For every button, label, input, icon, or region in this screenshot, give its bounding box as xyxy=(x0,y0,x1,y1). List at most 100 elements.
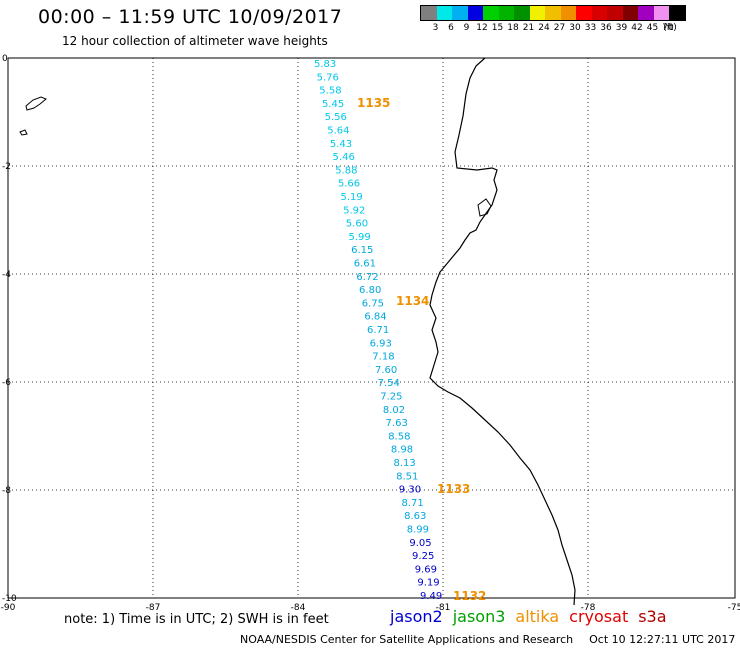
legend-swatch xyxy=(529,6,545,20)
map-frame xyxy=(7,57,736,599)
y-tick-label: -8 xyxy=(2,486,11,496)
y-tick-label: 0 xyxy=(2,54,8,64)
legend-swatch xyxy=(653,6,669,20)
legend-swatch xyxy=(591,6,607,20)
track-value: 8.58 xyxy=(388,431,410,442)
satellite-cryosat: cryosat xyxy=(569,607,629,626)
pass-time-label: 1132 xyxy=(453,589,486,603)
track-value: 8.13 xyxy=(394,458,416,469)
legend-label: 6 xyxy=(448,23,454,33)
legend-label: 21 xyxy=(522,23,535,33)
track-value: 7.25 xyxy=(380,392,402,403)
track-value: 5.99 xyxy=(348,232,370,243)
track-value: 6.75 xyxy=(362,298,384,309)
galapagos-island-large xyxy=(25,96,47,111)
track-value: 9.49 xyxy=(420,591,442,602)
legend-labels: 3 6 9 12 15 18 21 24 27 30 33 36 39 42 45 70 (ft) xyxy=(420,21,686,35)
legend-label: 3 xyxy=(432,23,439,33)
coastline xyxy=(19,57,576,606)
track-value: 7.60 xyxy=(375,365,397,376)
track-value: 5.66 xyxy=(338,179,360,190)
legend-swatch xyxy=(607,6,623,20)
track-value: 8.98 xyxy=(391,445,413,456)
track-value: 5.83 xyxy=(314,59,336,70)
pass-time-labels: 1135 1134 1133 1132 xyxy=(357,96,486,603)
track-value: 5.76 xyxy=(317,72,339,83)
legend-swatch xyxy=(421,6,437,20)
legend-label: 42 xyxy=(631,23,643,33)
chart-subtitle: 12 hour collection of altimeter wave hei… xyxy=(62,34,328,48)
legend-swatch xyxy=(638,6,654,20)
x-tick-label: -81 xyxy=(436,603,451,613)
legend-label: 30 xyxy=(569,23,581,33)
legend-label: 18 xyxy=(507,23,519,33)
gulf-island xyxy=(477,198,492,217)
track-value: 7.18 xyxy=(372,352,394,363)
track-value: 8.51 xyxy=(396,471,418,482)
legend-swatch xyxy=(467,6,483,20)
pass-time-label: 1135 xyxy=(357,96,390,110)
track-value: 9.30 xyxy=(399,485,421,496)
legend-swatches xyxy=(420,5,686,21)
legend-label: (ft) xyxy=(663,23,677,33)
track-value: 8.02 xyxy=(383,405,405,416)
track-value: 5.92 xyxy=(343,205,365,216)
galapagos-island-small xyxy=(19,129,28,136)
track-value: 5.43 xyxy=(330,139,352,150)
track-value: 5.58 xyxy=(319,86,341,97)
track-value: 5.19 xyxy=(341,192,363,203)
map-grid xyxy=(7,57,736,599)
credit-text: NOAA/NESDIS Center for Satellite Applica… xyxy=(240,633,574,646)
track-value: 6.93 xyxy=(370,338,392,349)
legend-swatch xyxy=(560,6,576,20)
pass-time-label: 1133 xyxy=(437,482,470,496)
track-value: 5.60 xyxy=(346,219,368,230)
x-tick-label: -75 xyxy=(728,603,740,613)
legend-label: 15 xyxy=(491,23,504,33)
y-tick-label: -10 xyxy=(2,594,17,604)
track-value: 6.61 xyxy=(354,259,376,270)
track-value: 9.19 xyxy=(417,578,439,589)
x-tick-label: -87 xyxy=(146,603,161,613)
units-note: note: 1) Time is in UTC; 2) SWH is in fe… xyxy=(64,612,329,627)
track-value: 5.56 xyxy=(325,112,347,123)
legend-swatch xyxy=(514,6,530,20)
y-tick-label: -2 xyxy=(2,162,11,172)
generated-timestamp: Oct 10 12:27:11 UTC 2017 xyxy=(589,633,736,646)
satellite-jason2: jason2 xyxy=(390,607,443,626)
chart-title: 00:00 – 11:59 UTC 10/09/2017 xyxy=(38,6,343,28)
y-tick-label: -6 xyxy=(2,378,11,388)
legend-label: 45 xyxy=(646,23,659,33)
x-tick-label: -78 xyxy=(581,603,596,613)
satellite-altika: altika xyxy=(515,607,560,626)
track-value: 9.69 xyxy=(415,564,437,575)
legend-label: 9 xyxy=(463,23,470,33)
legend-label: 70 xyxy=(662,23,674,33)
track-value: 5.64 xyxy=(327,126,349,137)
legend-label: 33 xyxy=(584,23,597,33)
track-value: 6.71 xyxy=(367,325,389,336)
satellite-legend: jason2 jason3 altika cryosat s3a xyxy=(390,607,677,626)
track-value: 8.71 xyxy=(401,498,423,509)
satellite-jason3: jason3 xyxy=(452,607,506,626)
legend-swatch xyxy=(545,6,561,20)
track-value: 7.54 xyxy=(378,378,400,389)
track-value: 5.46 xyxy=(333,152,355,163)
coastline-path xyxy=(429,57,576,606)
legend-label: 36 xyxy=(600,23,612,33)
track-value: 8.99 xyxy=(407,525,429,536)
legend-swatch xyxy=(436,6,452,20)
satellite-s3a: s3a xyxy=(638,607,667,626)
legend-swatch xyxy=(452,6,468,20)
legend-swatch xyxy=(622,6,638,20)
legend-label: 24 xyxy=(538,23,550,33)
color-legend: 3 6 9 12 15 18 21 24 27 30 33 36 39 42 45 70 (ft) xyxy=(420,5,686,35)
track-value: 5.45 xyxy=(322,99,344,110)
track-value: 6.84 xyxy=(364,312,386,323)
track-value: 9.05 xyxy=(409,538,431,549)
legend-swatch xyxy=(498,6,514,20)
track-value: 9.25 xyxy=(412,551,434,562)
track-value: 6.15 xyxy=(351,245,373,256)
y-tick-label: -4 xyxy=(2,270,11,280)
